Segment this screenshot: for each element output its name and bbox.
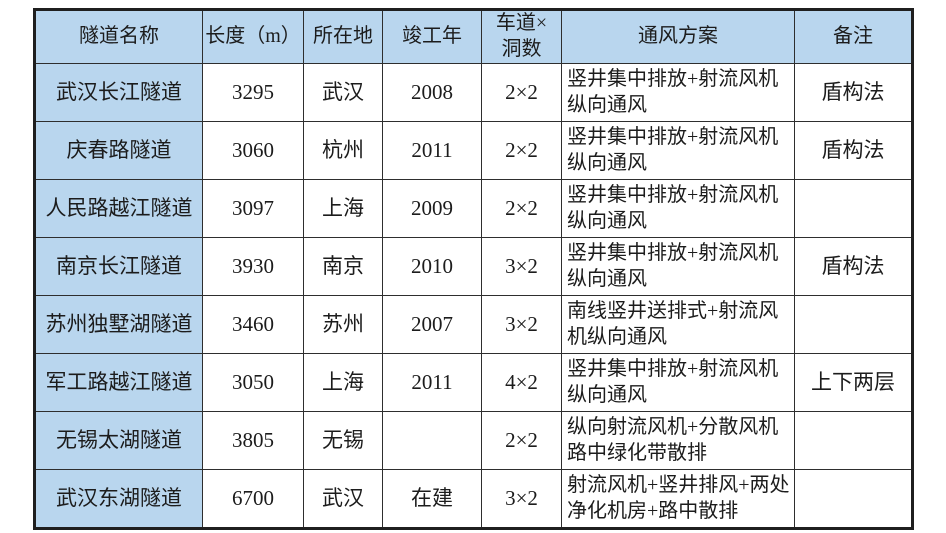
ventilation-cell: 竖井集中排放+射流风机纵向通风 <box>561 179 795 238</box>
lanes-cell: 2×2 <box>481 121 562 180</box>
location-cell: 武汉 <box>303 63 383 122</box>
lanes-cell: 3×2 <box>481 295 562 354</box>
tunnel-name-cell: 人民路越江隧道 <box>34 179 203 238</box>
length-cell: 3460 <box>202 295 304 354</box>
lanes-cell: 2×2 <box>481 63 562 122</box>
table-row: 武汉东湖隧道 6700 武汉 在建 3×2 射流风机+竖井排风+两处净化机房+路… <box>34 469 913 529</box>
note-cell <box>794 179 913 238</box>
year-cell: 2011 <box>382 121 482 180</box>
lanes-cell: 2×2 <box>481 411 562 470</box>
header-completion-year: 竣工年 <box>382 9 482 64</box>
header-ventilation-scheme: 通风方案 <box>561 9 795 64</box>
location-cell: 上海 <box>303 179 383 238</box>
ventilation-cell: 竖井集中排放+射流风机纵向通风 <box>561 237 795 296</box>
table-row: 人民路越江隧道 3097 上海 2009 2×2 竖井集中排放+射流风机纵向通风 <box>34 179 913 238</box>
year-cell: 2010 <box>382 237 482 296</box>
tunnel-name-cell: 苏州独墅湖隧道 <box>34 295 203 354</box>
tunnel-ventilation-table: 隧道名称 长度（m） 所在地 竣工年 车道× 洞数 通风方案 备注 武汉长江隧道… <box>33 8 914 530</box>
note-cell: 上下两层 <box>794 353 913 412</box>
ventilation-cell: 竖井集中排放+射流风机纵向通风 <box>561 63 795 122</box>
header-lanes-tubes: 车道× 洞数 <box>481 9 562 64</box>
ventilation-cell: 竖井集中排放+射流风机纵向通风 <box>561 121 795 180</box>
location-cell: 南京 <box>303 237 383 296</box>
tunnel-name-cell: 无锡太湖隧道 <box>34 411 203 470</box>
tunnel-name-cell: 南京长江隧道 <box>34 237 203 296</box>
ventilation-cell: 南线竖井送排式+射流风机纵向通风 <box>561 295 795 354</box>
length-cell: 3930 <box>202 237 304 296</box>
note-cell <box>794 411 913 470</box>
tunnel-name-cell: 军工路越江隧道 <box>34 353 203 412</box>
length-cell: 3805 <box>202 411 304 470</box>
table-row: 武汉长江隧道 3295 武汉 2008 2×2 竖井集中排放+射流风机纵向通风 … <box>34 63 913 122</box>
location-cell: 杭州 <box>303 121 383 180</box>
header-length: 长度（m） <box>202 9 304 64</box>
length-cell: 3060 <box>202 121 304 180</box>
note-cell: 盾构法 <box>794 121 913 180</box>
location-cell: 无锡 <box>303 411 383 470</box>
ventilation-cell: 纵向射流风机+分散风机路中绿化带散排 <box>561 411 795 470</box>
lanes-cell: 3×2 <box>481 469 562 529</box>
year-cell: 2011 <box>382 353 482 412</box>
tunnel-name-cell: 武汉长江隧道 <box>34 63 203 122</box>
header-location: 所在地 <box>303 9 383 64</box>
note-cell: 盾构法 <box>794 63 913 122</box>
location-cell: 苏州 <box>303 295 383 354</box>
lanes-cell: 3×2 <box>481 237 562 296</box>
year-cell: 在建 <box>382 469 482 529</box>
length-cell: 3295 <box>202 63 304 122</box>
table-row: 苏州独墅湖隧道 3460 苏州 2007 3×2 南线竖井送排式+射流风机纵向通… <box>34 295 913 354</box>
header-note: 备注 <box>794 9 913 64</box>
ventilation-cell: 竖井集中排放+射流风机纵向通风 <box>561 353 795 412</box>
location-cell: 上海 <box>303 353 383 412</box>
header-row: 隧道名称 长度（m） 所在地 竣工年 车道× 洞数 通风方案 备注 <box>34 9 913 64</box>
table-row: 庆春路隧道 3060 杭州 2011 2×2 竖井集中排放+射流风机纵向通风 盾… <box>34 121 913 180</box>
tunnel-name-cell: 武汉东湖隧道 <box>34 469 203 529</box>
tunnel-name-cell: 庆春路隧道 <box>34 121 203 180</box>
year-cell: 2007 <box>382 295 482 354</box>
note-cell <box>794 469 913 529</box>
header-tunnel-name: 隧道名称 <box>34 9 203 64</box>
note-cell <box>794 295 913 354</box>
ventilation-cell: 射流风机+竖井排风+两处净化机房+路中散排 <box>561 469 795 529</box>
lanes-cell: 4×2 <box>481 353 562 412</box>
note-cell: 盾构法 <box>794 237 913 296</box>
lanes-cell: 2×2 <box>481 179 562 238</box>
year-cell <box>382 411 482 470</box>
length-cell: 3097 <box>202 179 304 238</box>
length-cell: 3050 <box>202 353 304 412</box>
location-cell: 武汉 <box>303 469 383 529</box>
year-cell: 2008 <box>382 63 482 122</box>
table-row: 南京长江隧道 3930 南京 2010 3×2 竖井集中排放+射流风机纵向通风 … <box>34 237 913 296</box>
table-row: 军工路越江隧道 3050 上海 2011 4×2 竖井集中排放+射流风机纵向通风… <box>34 353 913 412</box>
year-cell: 2009 <box>382 179 482 238</box>
table-row: 无锡太湖隧道 3805 无锡 2×2 纵向射流风机+分散风机路中绿化带散排 <box>34 411 913 470</box>
length-cell: 6700 <box>202 469 304 529</box>
